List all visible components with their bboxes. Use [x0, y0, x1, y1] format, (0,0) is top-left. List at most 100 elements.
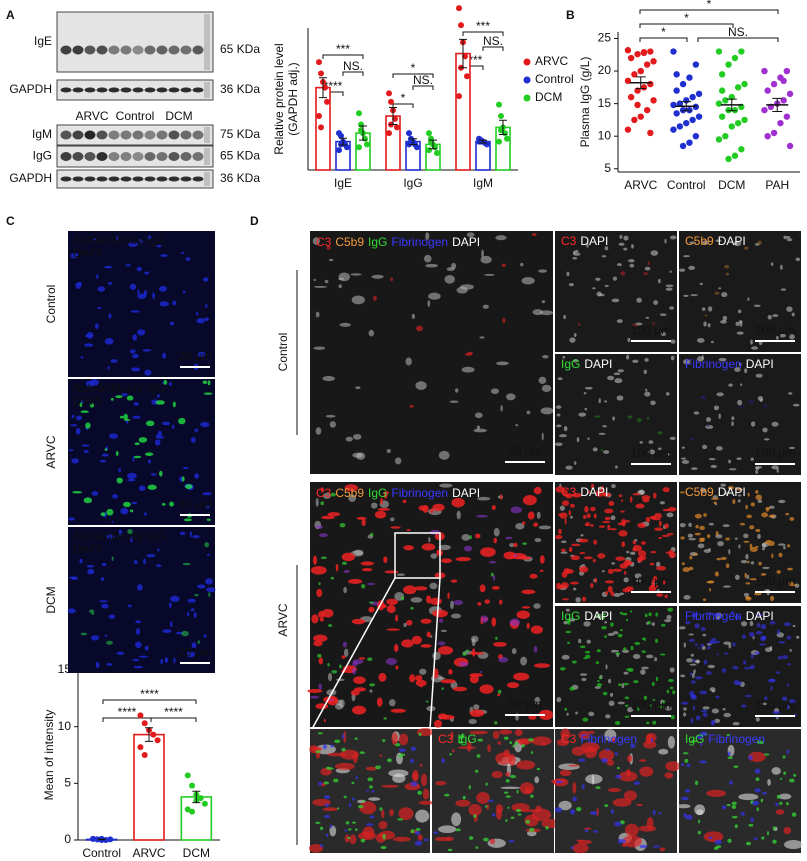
micrograph-texture	[754, 788, 761, 793]
micrograph-texture	[556, 405, 562, 409]
data-point	[761, 67, 768, 75]
micrograph-texture	[430, 508, 434, 514]
micrograph-texture	[323, 814, 331, 819]
micrograph-texture	[738, 544, 741, 549]
micrograph-texture	[641, 666, 649, 670]
micrograph-texture	[118, 529, 123, 536]
micrograph-texture	[728, 459, 731, 464]
micrograph-texture	[755, 469, 759, 474]
micrograph-texture	[410, 597, 423, 603]
micrograph-texture	[755, 630, 763, 635]
micrograph-texture	[438, 618, 444, 623]
micrograph-texture	[601, 520, 611, 524]
blot-band	[144, 45, 156, 55]
micrograph-texture	[480, 255, 492, 264]
micrograph-texture	[767, 540, 775, 547]
micrograph-texture	[137, 584, 143, 591]
micrograph-texture	[344, 834, 350, 843]
micrograph-texture	[125, 264, 131, 267]
micrograph-texture	[598, 676, 602, 680]
micrograph-texture	[623, 235, 629, 241]
micrograph-texture	[736, 331, 744, 335]
micrograph-texture	[770, 686, 773, 691]
micrograph-texture	[703, 831, 724, 843]
micrograph-texture	[685, 814, 693, 820]
micrograph-texture	[749, 546, 758, 552]
micrograph-texture	[621, 499, 624, 502]
micrograph-texture	[741, 634, 747, 639]
micrograph-texture	[133, 455, 142, 459]
micrograph-texture	[789, 778, 795, 783]
micrograph-texture	[390, 277, 393, 282]
micrograph-texture	[144, 645, 149, 651]
micrograph-texture	[772, 710, 781, 715]
micrograph-texture	[572, 256, 578, 260]
micrograph-texture	[316, 588, 323, 598]
micrograph-texture	[332, 778, 339, 783]
micrograph-texture	[601, 757, 608, 763]
micrograph-texture	[604, 284, 609, 287]
micrograph-texture	[610, 515, 616, 521]
micrograph-texture	[127, 529, 133, 535]
micrograph-texture	[594, 415, 601, 418]
micrograph-texture	[669, 270, 672, 273]
blot-band	[132, 45, 144, 55]
micrograph-texture	[383, 490, 388, 499]
micrograph-texture	[469, 675, 479, 684]
micrograph-texture	[96, 306, 102, 309]
micrograph-texture	[441, 558, 453, 564]
data-point	[496, 101, 502, 108]
micrograph-texture	[700, 626, 706, 632]
micrograph-texture	[665, 761, 681, 772]
micrograph-texture	[161, 421, 171, 426]
micrograph-texture	[665, 392, 670, 396]
micrograph-texture	[632, 359, 639, 364]
micrograph-texture	[534, 663, 550, 668]
micrograph-texture	[642, 637, 645, 641]
micrograph-texture	[411, 635, 422, 645]
blot-band	[132, 130, 144, 140]
micrograph-texture	[315, 821, 321, 825]
micrograph-texture	[137, 329, 146, 336]
micrograph-texture	[585, 774, 603, 784]
micrograph-texture	[495, 752, 513, 765]
blot-size-label: 36 KDa	[220, 82, 260, 96]
micrograph-texture	[757, 240, 762, 245]
micrograph-texture	[728, 549, 731, 555]
micrograph-texture	[590, 506, 596, 512]
micrograph-texture	[398, 733, 409, 746]
micrograph-texture	[308, 843, 323, 853]
micrograph-texture	[608, 528, 617, 531]
channel-word: DAPI	[580, 485, 608, 499]
micrograph-texture	[623, 577, 629, 583]
micrograph-texture	[112, 494, 118, 499]
micrograph-texture	[696, 337, 705, 343]
micrograph-texture	[669, 667, 675, 673]
significance-label: ***	[336, 42, 350, 56]
micrograph-texture	[753, 304, 761, 307]
micrograph-texture	[452, 749, 455, 753]
micrograph-texture	[754, 768, 761, 774]
micrograph-texture	[538, 376, 547, 384]
micrograph-texture	[772, 314, 779, 318]
channel-label: IgG Fibrinogen	[685, 732, 765, 746]
blot-band	[156, 45, 168, 55]
micrograph-texture	[669, 436, 676, 440]
micrograph-texture	[327, 663, 330, 667]
micrograph-texture	[419, 668, 427, 675]
micrograph-texture	[698, 539, 705, 543]
channel-label: C3 DAPI	[561, 485, 608, 499]
data-point	[434, 149, 440, 156]
micrograph-texture	[137, 293, 147, 299]
micrograph-texture	[157, 394, 160, 398]
micrograph-texture	[747, 492, 750, 497]
micrograph-texture	[692, 658, 695, 663]
micrograph-texture	[645, 654, 654, 659]
micrograph-texture	[659, 501, 666, 505]
micrograph-texture	[666, 689, 670, 694]
data-point	[150, 731, 157, 738]
micrograph-texture	[708, 522, 715, 526]
micrograph-texture	[476, 425, 481, 430]
dapi-label: DAPI	[73, 394, 101, 408]
micrograph-texture	[686, 763, 691, 768]
